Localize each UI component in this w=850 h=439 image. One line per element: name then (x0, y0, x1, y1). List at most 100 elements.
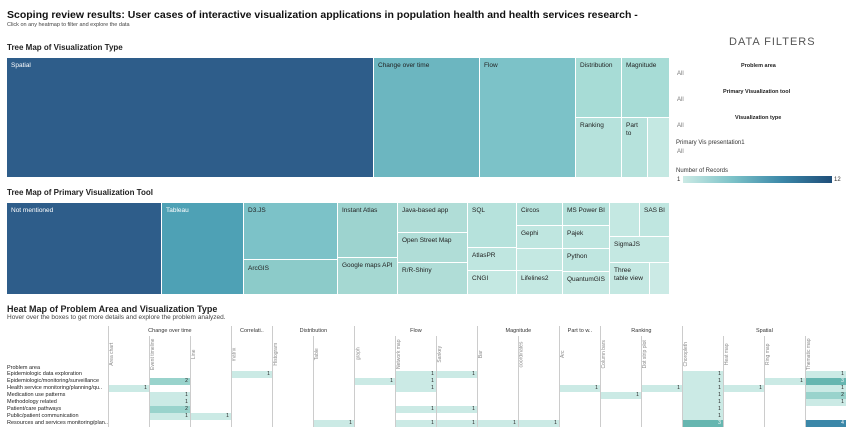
heatmap-cell[interactable] (517, 378, 560, 385)
heatmap-cell[interactable] (640, 420, 683, 427)
heatmap-cell[interactable] (353, 371, 396, 378)
heatmap-cell[interactable] (435, 399, 478, 406)
heatmap-cell[interactable]: 1 (230, 371, 273, 378)
heatmap-cell[interactable] (517, 392, 560, 399)
heatmap-cell[interactable] (271, 371, 314, 378)
heatmap-cell[interactable] (435, 385, 478, 392)
heatmap-cell[interactable] (640, 392, 683, 399)
heatmap-body[interactable]: Epidemiologic data exploration 1 1 1 1 1 Epide… (7, 371, 846, 427)
heatmap-row[interactable]: Epidemiologic/monitoring/surveillance 2 1 1… (7, 378, 846, 385)
tile-atlaspr[interactable]: AtlasPR (468, 248, 517, 271)
heatmap-row[interactable]: Patient/care pathways 2 1 1 1 (7, 406, 846, 413)
heatmap-cell[interactable] (763, 371, 806, 378)
heatmap-cell[interactable] (353, 392, 396, 399)
heatmap-cell[interactable]: 1 (394, 420, 437, 427)
heatmap-cell[interactable] (271, 392, 314, 399)
heatmap-cell[interactable] (107, 413, 150, 420)
heatmap-cell[interactable] (312, 399, 355, 406)
heatmap-cell[interactable] (189, 392, 232, 399)
heatmap-cell[interactable] (599, 385, 642, 392)
heatmap-cell[interactable] (476, 406, 519, 413)
heatmap-cell[interactable] (558, 406, 601, 413)
heatmap-cell[interactable] (394, 399, 437, 406)
heatmap-row[interactable]: Resources and services monitoring/plan..… (7, 420, 846, 427)
tile-small-tool-c[interactable] (650, 263, 670, 295)
heatmap-cell[interactable]: 1 (681, 385, 724, 392)
heatmap-cell[interactable] (476, 378, 519, 385)
heatmap-cell[interactable] (230, 420, 273, 427)
heatmap-cell[interactable]: 1 (681, 399, 724, 406)
heatmap-cell[interactable] (763, 406, 806, 413)
heatmap-cell[interactable]: 1 (681, 392, 724, 399)
heatmap-cell[interactable]: 1 (681, 406, 724, 413)
heatmap-cell[interactable]: 1 (394, 385, 437, 392)
heatmap-cell[interactable] (353, 385, 396, 392)
tile-distribution[interactable]: Distribution (576, 58, 622, 118)
heatmap-cell[interactable] (148, 420, 191, 427)
heatmap-cell[interactable] (517, 399, 560, 406)
heatmap-cell[interactable] (517, 413, 560, 420)
heatmap-cell[interactable] (722, 406, 765, 413)
heatmap-cell[interactable] (435, 392, 478, 399)
heatmap-cell[interactable] (353, 413, 396, 420)
tile-python[interactable]: Python (563, 249, 610, 272)
heatmap-cell[interactable] (558, 420, 601, 427)
heatmap-cell[interactable] (312, 378, 355, 385)
heatmap-cell[interactable] (107, 378, 150, 385)
tile-tableau[interactable]: Tableau (162, 203, 244, 295)
heatmap-cell[interactable] (640, 378, 683, 385)
heatmap-row[interactable]: Medication use patterns 1 1 1 2 (7, 392, 846, 399)
treemap-visualization-tool[interactable]: Not mentioned Tableau D3.JS ArcGIS Insta… (7, 203, 670, 295)
heatmap-cell[interactable]: 1 (804, 399, 846, 406)
heatmap-cell[interactable] (435, 413, 478, 420)
heatmap-cell[interactable]: 1 (722, 385, 765, 392)
heatmap-cell[interactable]: 1 (558, 385, 601, 392)
filter-visualization-tool-value[interactable]: All (677, 97, 684, 103)
tile-spatial[interactable]: Spatial (7, 58, 374, 178)
heatmap-cell[interactable] (558, 371, 601, 378)
tile-cngi[interactable]: CNGI (468, 271, 517, 295)
heatmap-cell[interactable] (189, 420, 232, 427)
tile-arcgis[interactable]: ArcGIS (244, 260, 338, 295)
heatmap-cell[interactable] (271, 420, 314, 427)
tile-part-to[interactable]: Part to (622, 118, 648, 178)
heatmap-cell[interactable] (804, 406, 846, 413)
heatmap-cell[interactable]: 1 (435, 420, 478, 427)
heatmap-cell[interactable] (558, 392, 601, 399)
tile-sql[interactable]: SQL (468, 203, 517, 248)
heatmap-cell[interactable]: 1 (763, 378, 806, 385)
heatmap-cell[interactable]: 2 (148, 406, 191, 413)
heatmap-cell[interactable] (722, 413, 765, 420)
heatmap-cell[interactable] (189, 406, 232, 413)
heatmap-cell[interactable]: 1 (394, 378, 437, 385)
heatmap-cell[interactable] (640, 371, 683, 378)
heatmap-cell[interactable] (107, 392, 150, 399)
heatmap-cell[interactable] (353, 399, 396, 406)
heatmap-cell[interactable] (107, 371, 150, 378)
heatmap-cell[interactable] (599, 371, 642, 378)
heatmap-cell[interactable] (476, 385, 519, 392)
filter-primary-vis-presentation-value[interactable]: All (677, 149, 684, 155)
tile-instant-atlas[interactable]: Instant Atlas (338, 203, 398, 258)
heatmap-row[interactable]: Methodology related 1 1 1 (7, 399, 846, 406)
heatmap-cell[interactable] (148, 385, 191, 392)
heatmap-cell[interactable]: 1 (681, 378, 724, 385)
heatmap-cell[interactable]: 1 (804, 371, 846, 378)
heatmap-cell[interactable]: 1 (148, 413, 191, 420)
heatmap-cell[interactable] (394, 413, 437, 420)
heatmap-cell[interactable] (558, 378, 601, 385)
heatmap-cell[interactable] (271, 413, 314, 420)
heatmap-cell[interactable]: 1 (435, 371, 478, 378)
tile-open-street-map[interactable]: Open Street Map (398, 233, 468, 263)
tile-change-over-time[interactable]: Change over time (374, 58, 480, 178)
heatmap-cell[interactable] (722, 420, 765, 427)
heatmap-cell[interactable] (722, 399, 765, 406)
heatmap-cell[interactable] (599, 378, 642, 385)
heatmap-cell[interactable] (312, 385, 355, 392)
heatmap-cell[interactable]: 1 (394, 371, 437, 378)
heatmap-cell[interactable] (558, 413, 601, 420)
heatmap-cell[interactable] (230, 399, 273, 406)
heatmap-cell[interactable] (558, 399, 601, 406)
heatmap-cell[interactable] (763, 392, 806, 399)
heatmap-cell[interactable] (271, 385, 314, 392)
